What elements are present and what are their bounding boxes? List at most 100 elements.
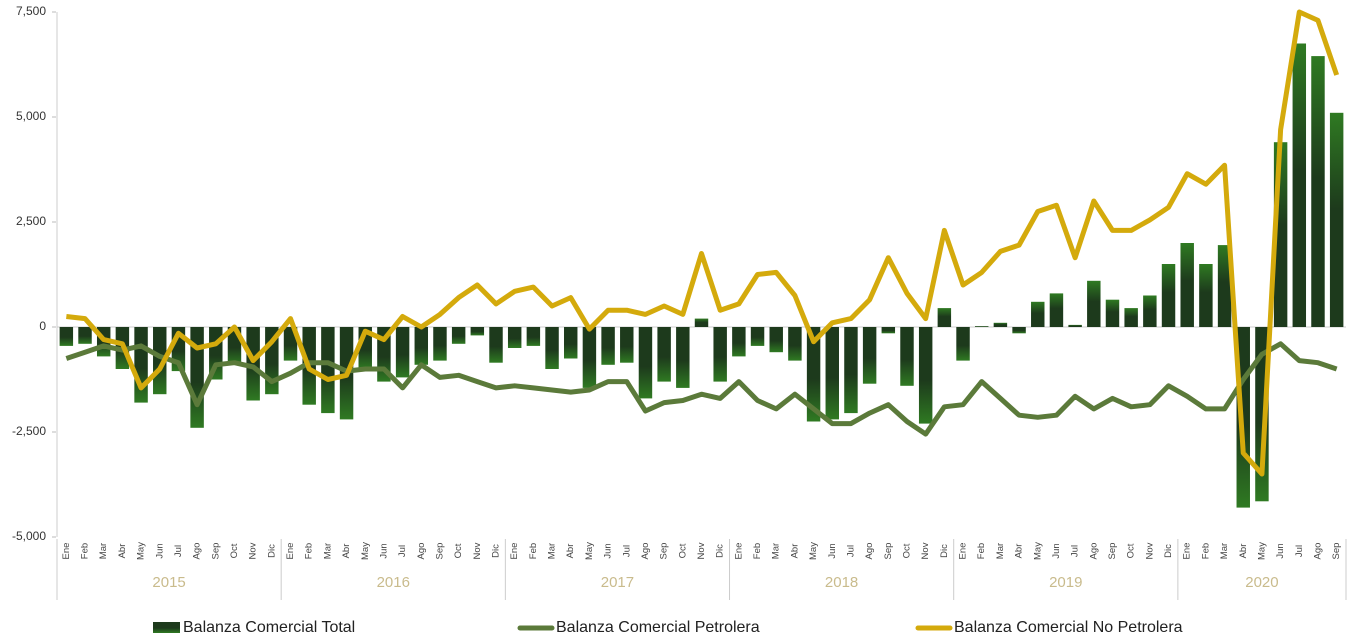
bar [694, 318, 709, 327]
bar [59, 327, 74, 346]
x-tick-label: May [136, 542, 147, 560]
bar [470, 327, 485, 336]
bar [395, 327, 410, 378]
x-tick-label: Oct [229, 543, 240, 558]
x-tick-label: Sep [1107, 543, 1118, 560]
x-tick-label: Dic [715, 544, 726, 558]
bar [732, 327, 746, 357]
bar [414, 327, 429, 365]
bar [564, 327, 578, 359]
x-tick-label: May [1032, 542, 1043, 560]
bar [657, 327, 671, 382]
x-tick-label: Feb [752, 543, 763, 559]
bar [489, 327, 503, 363]
x-tick-label: Abr [1238, 544, 1249, 559]
x-tick-label: Oct [902, 543, 913, 558]
x-tick-label: Jul [845, 545, 856, 557]
year-label: 2018 [825, 574, 858, 591]
bar [134, 327, 148, 403]
x-tick-label: Ago [1088, 543, 1099, 560]
x-tick-label: Ene [1182, 543, 1193, 560]
x-tick-label: Jun [378, 543, 389, 558]
x-tick-label: Abr [341, 544, 352, 559]
x-tick-label: Mar [322, 543, 333, 559]
bar [451, 327, 466, 344]
x-tick-label: Jun [1051, 543, 1062, 558]
x-tick-label: Mar [547, 543, 558, 559]
bar [1031, 301, 1045, 327]
y-tick-label: -2,500 [12, 424, 46, 438]
x-tick-label: Nov [472, 542, 483, 559]
x-tick-label: Jun [1275, 543, 1286, 558]
x-tick-label: Sep [434, 543, 445, 560]
bar [582, 327, 597, 388]
legend-label: Balanza Comercial No Petrolera [954, 619, 1183, 636]
x-tick-label: Abr [1014, 544, 1025, 559]
x-tick-label: Ene [61, 543, 72, 560]
x-tick-label: Nov [248, 542, 259, 559]
x-tick-label: Jun [827, 543, 838, 558]
x-tick-label: Jul [397, 545, 408, 557]
bar [1143, 295, 1157, 327]
x-tick-label: Jul [1070, 545, 1081, 557]
x-tick-label: Feb [304, 543, 315, 559]
bar [601, 327, 615, 365]
bar [900, 327, 914, 386]
x-tick-label: Dic [1163, 544, 1174, 558]
bar [1199, 264, 1213, 327]
year-label: 2017 [601, 574, 634, 591]
bar [937, 308, 952, 327]
year-label: 2019 [1049, 574, 1082, 591]
x-tick-label: Jun [154, 543, 165, 558]
line [66, 9, 1340, 477]
bar [321, 327, 335, 414]
y-tick-label: 2,500 [16, 214, 46, 228]
x-tick-label: Ago [1312, 543, 1323, 560]
x-tick-label: Sep [883, 543, 894, 560]
x-tick-label: Feb [976, 543, 987, 559]
bar [246, 327, 260, 401]
y-tick-label: 5,000 [16, 109, 46, 123]
bar [676, 327, 690, 388]
x-tick-label: Oct [453, 543, 464, 558]
bar [1311, 56, 1325, 327]
x-tick-label: Ene [958, 543, 969, 560]
bar [1180, 243, 1194, 327]
x-tick-label: Feb [528, 543, 539, 559]
x-tick-label: Mar [995, 543, 1006, 559]
year-label: 2016 [377, 574, 410, 591]
bar [788, 327, 802, 361]
x-tick-label: Ago [416, 543, 427, 560]
bar [283, 327, 298, 361]
y-tick-label: 7,500 [16, 4, 46, 18]
x-tick-label: Jul [1294, 545, 1305, 557]
x-tick-label: Nov [920, 542, 931, 559]
bar [881, 327, 896, 334]
bar [1105, 299, 1120, 327]
bar [153, 327, 167, 395]
legend-label: Balanza Comercial Total [183, 619, 355, 636]
x-tick-label: Nov [1144, 542, 1155, 559]
x-tick-label: Ago [640, 543, 651, 560]
bar [956, 327, 970, 361]
bar [638, 327, 653, 399]
x-tick-label: Sep [1331, 543, 1342, 560]
x-tick-label: Ago [864, 543, 875, 560]
x-tick-label: Jul [621, 545, 632, 557]
bar [806, 327, 821, 422]
bar [620, 327, 634, 363]
x-tick-label: Jul [173, 545, 184, 557]
bar [433, 327, 447, 361]
x-tick-label: Sep [210, 543, 221, 560]
x-tick-label: Abr [789, 544, 800, 559]
bar [1124, 308, 1138, 327]
y-tick-label: -5,000 [12, 529, 46, 543]
x-tick-label: Dic [939, 544, 950, 558]
x-tick-label: Abr [117, 544, 128, 559]
x-tick-label: Mar [1219, 543, 1230, 559]
x-tick-label: Dic [491, 544, 502, 558]
bar [78, 327, 92, 344]
bar [507, 327, 522, 348]
y-tick-label: 0 [39, 319, 46, 333]
